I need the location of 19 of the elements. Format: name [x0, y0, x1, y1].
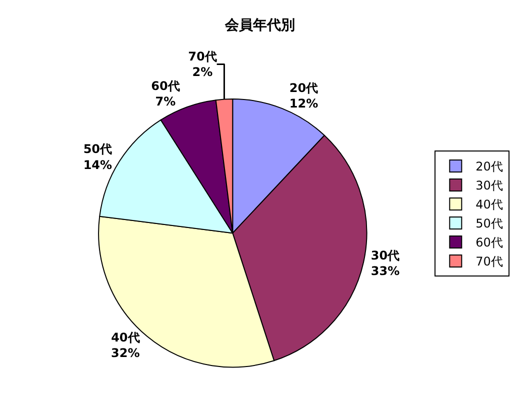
- slice-label: 70代: [188, 49, 217, 64]
- slice-label: 20代: [289, 80, 318, 95]
- slice-label: 40代: [111, 330, 140, 344]
- legend-label: 40代: [476, 198, 503, 212]
- chart-title: 会員年代別: [224, 18, 295, 34]
- legend-label: 60代: [476, 236, 503, 250]
- data-label: 14%: [83, 158, 112, 172]
- data-label: 32%: [111, 346, 140, 360]
- slice-label: 30代: [370, 248, 400, 262]
- legend-label: 50代: [476, 216, 503, 231]
- data-label: 2%: [192, 65, 213, 80]
- legend-label: 30代: [476, 178, 503, 193]
- data-label: 33%: [370, 264, 400, 278]
- legend-label: 20代: [476, 160, 503, 174]
- data-label: 7%: [155, 94, 176, 109]
- legend-label: 70代: [476, 254, 503, 269]
- data-label: 12%: [289, 96, 318, 110]
- slice-label: 60代: [151, 79, 180, 94]
- slice-label: 50代: [83, 142, 112, 156]
